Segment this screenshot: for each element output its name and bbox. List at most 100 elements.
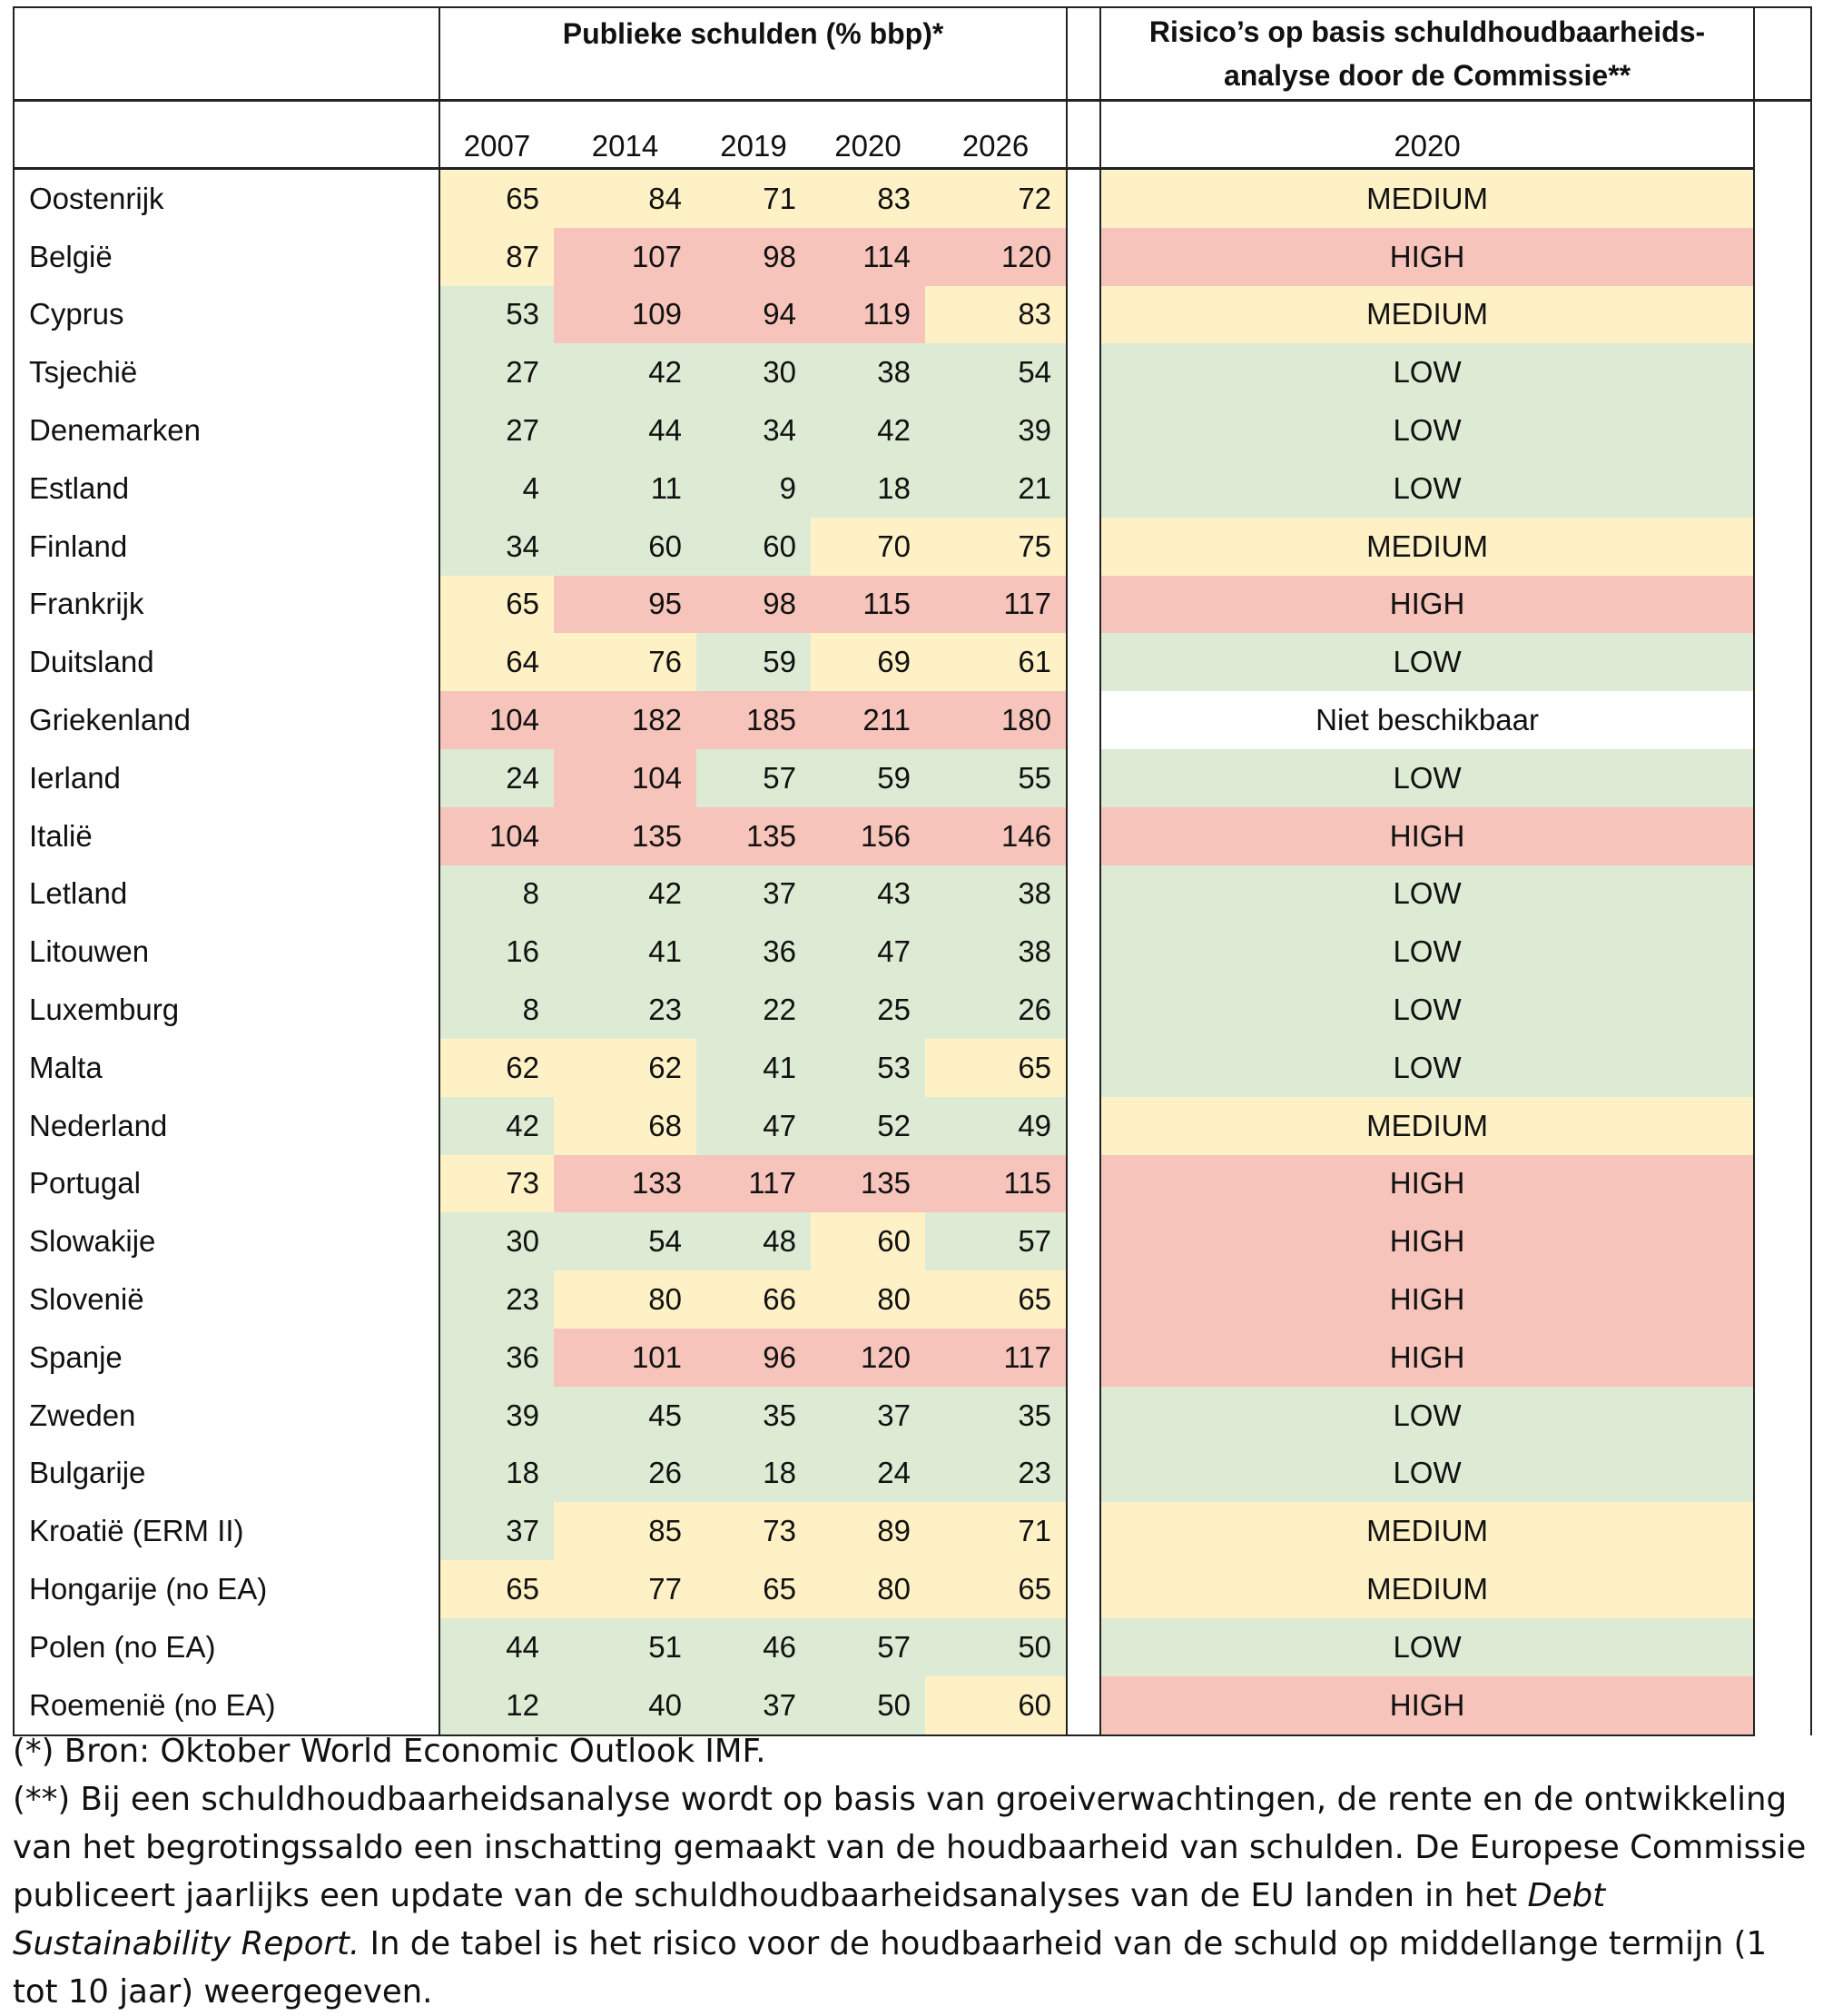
risk-level: HIGH (1099, 227, 1755, 286)
debt-value: 57 (811, 1617, 925, 1676)
debt-value: 23 (439, 1270, 554, 1329)
debt-value: 94 (696, 285, 811, 344)
risk-level: LOW (1099, 1386, 1755, 1445)
country-name: Hongarije (no EA) (13, 1560, 439, 1618)
risk-title: Risico’s op basis schuldhoudbaarheids-an… (1099, 6, 1755, 102)
country-name: Polen (no EA) (13, 1617, 439, 1676)
table-row: Luxemburg 8 23 22 25 26 LOW (13, 981, 1813, 1039)
country-name: Cyprus (13, 285, 439, 344)
debt-value: 48 (696, 1212, 811, 1271)
debt-value: 71 (925, 1502, 1068, 1561)
debt-value: 76 (554, 633, 696, 692)
debt-value: 30 (696, 343, 811, 402)
end-cell (1753, 1154, 1813, 1213)
debt-value: 77 (554, 1560, 696, 1618)
debt-value: 53 (811, 1038, 925, 1097)
debt-value: 101 (554, 1328, 696, 1387)
risk-level: HIGH (1099, 1212, 1755, 1271)
debt-value: 66 (696, 1270, 811, 1329)
debt-value: 185 (696, 691, 811, 749)
gap-cell (1066, 575, 1101, 634)
debt-value: 57 (925, 1212, 1068, 1271)
country-name: Bulgarije (13, 1444, 439, 1503)
debt-value: 65 (439, 168, 554, 228)
debt-value: 60 (811, 1212, 925, 1271)
header-end (1753, 6, 1813, 102)
debt-table: Publieke schulden (% bbp)* Risico’s op b… (13, 6, 1813, 1736)
debt-value: 37 (439, 1502, 554, 1561)
debt-value: 42 (439, 1096, 554, 1155)
table-row: Roemenië (no EA) 12 40 37 50 60 HIGH (13, 1675, 1813, 1736)
table-row: Malta 62 62 41 53 65 LOW (13, 1038, 1813, 1097)
debt-value: 25 (811, 981, 925, 1039)
risk-level: LOW (1099, 401, 1755, 460)
debt-value: 55 (925, 748, 1068, 807)
table-row: Italië 104 135 135 156 146 HIGH (13, 806, 1813, 865)
debt-value: 47 (696, 1096, 811, 1155)
debt-value: 27 (439, 343, 554, 402)
country-name: Slowakije (13, 1212, 439, 1271)
risk-level: HIGH (1099, 1154, 1755, 1213)
risk-level: LOW (1099, 1617, 1755, 1676)
risk-level: LOW (1099, 1038, 1755, 1097)
debt-value: 115 (925, 1154, 1068, 1213)
gap-cell (1066, 1328, 1101, 1387)
gap-cell (1066, 1502, 1101, 1561)
debt-value: 117 (925, 1328, 1068, 1387)
debt-value: 38 (811, 343, 925, 402)
debt-value: 75 (925, 517, 1068, 576)
debt-value: 69 (811, 633, 925, 692)
risk-level: MEDIUM (1099, 1096, 1755, 1155)
debt-value: 62 (554, 1038, 696, 1097)
gap-cell (1066, 168, 1101, 228)
debt-value: 65 (439, 1560, 554, 1618)
header-empty (13, 100, 439, 170)
table-row: Nederland 42 68 47 52 49 MEDIUM (13, 1096, 1813, 1155)
debt-value: 45 (554, 1386, 696, 1445)
debt-value: 51 (554, 1617, 696, 1676)
country-name: Tsjechië (13, 343, 439, 402)
country-name: Litouwen (13, 923, 439, 982)
end-cell (1753, 1675, 1813, 1735)
debt-value: 18 (696, 1444, 811, 1503)
country-name: Ierland (13, 748, 439, 807)
country-name: Portugal (13, 1154, 439, 1213)
debt-value: 42 (554, 343, 696, 402)
risk-level: HIGH (1099, 575, 1755, 634)
end-cell (1753, 575, 1813, 634)
debt-value: 71 (696, 168, 811, 228)
risk-level: MEDIUM (1099, 517, 1755, 576)
table-row: Bulgarije 18 26 18 24 23 LOW (13, 1444, 1813, 1503)
gap-cell (1066, 806, 1101, 865)
country-name: Griekenland (13, 691, 439, 749)
debt-value: 8 (439, 865, 554, 924)
year-header: 2014 (554, 100, 696, 170)
debt-value: 36 (439, 1328, 554, 1387)
debt-value: 70 (811, 517, 925, 576)
debt-value: 27 (439, 401, 554, 460)
table-row: Slovenië 23 80 66 80 65 HIGH (13, 1270, 1813, 1329)
gap-cell (1066, 1444, 1101, 1503)
footnote-dsa-text-end: In de tabel is het risico voor de houdba… (13, 1925, 1768, 2011)
gap-cell (1066, 633, 1101, 692)
debt-value: 35 (696, 1386, 811, 1445)
table-row: Letland 8 42 37 43 38 LOW (13, 865, 1813, 924)
country-name: Slovenië (13, 1270, 439, 1329)
debt-value: 30 (439, 1212, 554, 1271)
end-cell (1753, 1328, 1813, 1387)
end-cell (1753, 1270, 1813, 1329)
report-title: Debt Sustainability Report. (13, 1877, 1606, 1962)
country-name: Letland (13, 865, 439, 924)
debt-value: 156 (811, 806, 925, 865)
debt-value: 23 (925, 1444, 1068, 1503)
risk-level: LOW (1099, 981, 1755, 1039)
end-cell (1753, 691, 1813, 749)
debt-value: 50 (811, 1675, 925, 1736)
country-name: Finland (13, 517, 439, 576)
end-cell (1753, 806, 1813, 865)
debt-value: 80 (811, 1270, 925, 1329)
risk-level: LOW (1099, 748, 1755, 807)
debt-value: 37 (696, 1675, 811, 1736)
debt-value: 42 (811, 401, 925, 460)
debt-value: 84 (554, 168, 696, 228)
